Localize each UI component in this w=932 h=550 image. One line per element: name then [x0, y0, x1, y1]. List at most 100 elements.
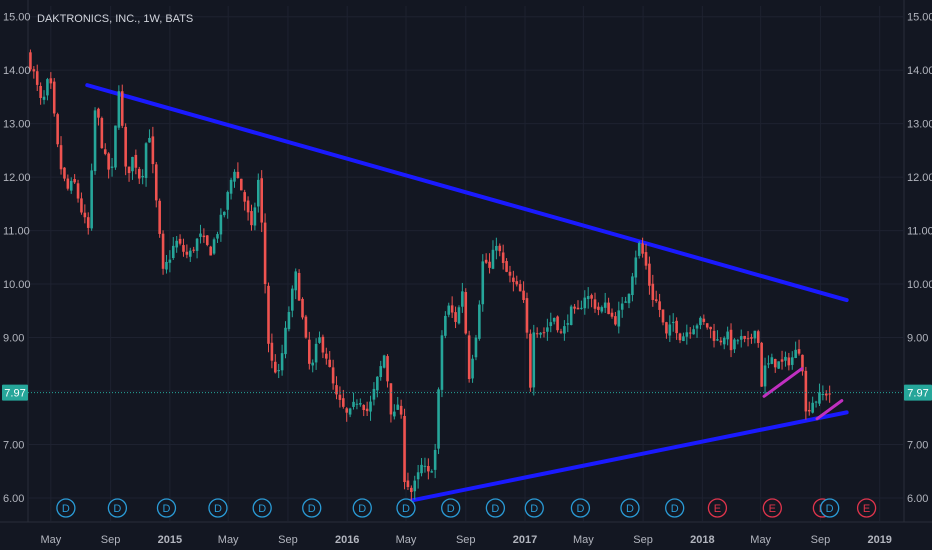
- current-price-label-left: 7.97: [4, 388, 25, 400]
- candle-body: [590, 295, 593, 299]
- dividend-marker[interactable]: [56, 498, 76, 518]
- candle-body: [161, 233, 165, 269]
- candle-body: [243, 192, 246, 202]
- candle-body: [641, 243, 644, 254]
- dividend-marker[interactable]: [524, 498, 544, 518]
- candle-body: [651, 283, 655, 300]
- candle-body: [648, 263, 651, 286]
- candle-body: [168, 259, 172, 263]
- candle-body: [535, 333, 539, 335]
- dividend-marker[interactable]: [570, 498, 591, 518]
- candle-body: [239, 178, 243, 191]
- candle-body: [702, 318, 706, 322]
- candle-body: [403, 416, 406, 483]
- right-price-axis[interactable]: 6.007.008.009.0010.0011.0012.0013.0014.0…: [904, 12, 932, 505]
- candle-body: [739, 336, 743, 340]
- candle-body: [457, 307, 461, 324]
- candle-body: [399, 405, 403, 415]
- candle-body: [246, 200, 250, 213]
- trendline[interactable]: [85, 83, 849, 303]
- candle-body: [444, 315, 447, 336]
- earnings-marker[interactable]: [762, 498, 782, 518]
- current-price-label-right: 7.97: [907, 388, 928, 400]
- candle-body: [699, 317, 702, 326]
- candle-body: [396, 404, 400, 410]
- candle-body: [253, 207, 257, 226]
- earnings-marker[interactable]: [707, 498, 728, 518]
- earnings-marker[interactable]: [856, 498, 877, 518]
- left-price-axis[interactable]: 6.007.008.009.0010.0011.0012.0013.0014.0…: [2, 12, 31, 505]
- candle-body: [627, 293, 631, 304]
- candle-body: [63, 167, 66, 179]
- candle-body: [195, 238, 199, 251]
- trendline[interactable]: [401, 410, 849, 505]
- x-tick-label: Sep: [278, 534, 298, 546]
- candle-body: [498, 245, 502, 252]
- x-tick-label: Sep: [811, 534, 831, 546]
- dividend-marker[interactable]: [352, 498, 372, 518]
- candle-body: [729, 329, 733, 351]
- candle-body: [100, 118, 104, 149]
- candle-body: [328, 359, 332, 367]
- candle-body: [471, 358, 474, 379]
- y-tick-label-right: 12.00: [907, 172, 932, 184]
- candle-body: [114, 125, 117, 168]
- candle-body: [597, 306, 600, 310]
- candle-body: [787, 357, 791, 366]
- candle-body: [311, 362, 315, 366]
- candle-body: [151, 136, 155, 165]
- dividend-marker[interactable]: [252, 498, 272, 518]
- x-tick-label: May: [40, 534, 61, 546]
- candle-body: [236, 171, 240, 178]
- candle-body: [216, 234, 219, 239]
- dividend-marker-letter: D: [826, 503, 834, 515]
- candle-body: [209, 246, 212, 256]
- dividend-marker[interactable]: [441, 498, 461, 518]
- candle-body: [549, 322, 553, 326]
- candle-body: [746, 338, 750, 340]
- candle-body: [481, 261, 485, 305]
- dividend-marker[interactable]: [665, 498, 685, 518]
- dividend-marker[interactable]: [620, 498, 640, 518]
- x-tick-label: 2016: [335, 534, 359, 546]
- trendlines: [85, 83, 849, 505]
- dividend-marker[interactable]: [302, 498, 322, 518]
- candle-body: [763, 365, 767, 387]
- candle-body: [117, 91, 121, 128]
- candle-body: [719, 340, 723, 343]
- dividend-marker-letter: D: [671, 503, 679, 515]
- pattern-line[interactable]: [762, 367, 804, 398]
- candle-body: [42, 96, 46, 100]
- dividend-marker[interactable]: [156, 498, 177, 518]
- candle-body: [824, 393, 828, 396]
- dividend-marker[interactable]: [485, 498, 506, 518]
- candle-body: [199, 233, 202, 237]
- y-tick-label-left: 6.00: [3, 493, 24, 505]
- candle-body: [318, 337, 321, 343]
- candle-body: [348, 408, 352, 415]
- dividend-marker[interactable]: [820, 498, 840, 518]
- dividend-marker[interactable]: [208, 498, 228, 518]
- candle-body: [144, 143, 148, 178]
- candle-body: [525, 298, 529, 333]
- dividend-marker[interactable]: [107, 498, 128, 518]
- candle-body: [342, 398, 345, 407]
- candle-body: [760, 342, 763, 387]
- y-tick-label-left: 14.00: [3, 65, 31, 77]
- candle-body: [484, 259, 488, 263]
- dividend-marker[interactable]: [396, 498, 416, 518]
- candle-body: [671, 321, 675, 323]
- candle-body: [52, 81, 56, 114]
- x-tick-label: Sep: [633, 534, 653, 546]
- candle-body: [780, 359, 784, 362]
- y-tick-label-right: 15.00: [907, 12, 932, 24]
- candle-body: [661, 309, 665, 323]
- candle-body: [722, 337, 726, 345]
- candle-body: [110, 166, 114, 168]
- y-tick-label-right: 7.00: [907, 439, 928, 451]
- candle-body: [569, 306, 573, 326]
- pattern-line[interactable]: [815, 399, 844, 421]
- time-axis[interactable]: May Sep 2015 May Sep 2016 May Sep 2017 May Sep 2018…: [40, 534, 892, 546]
- candle-body: [325, 353, 328, 359]
